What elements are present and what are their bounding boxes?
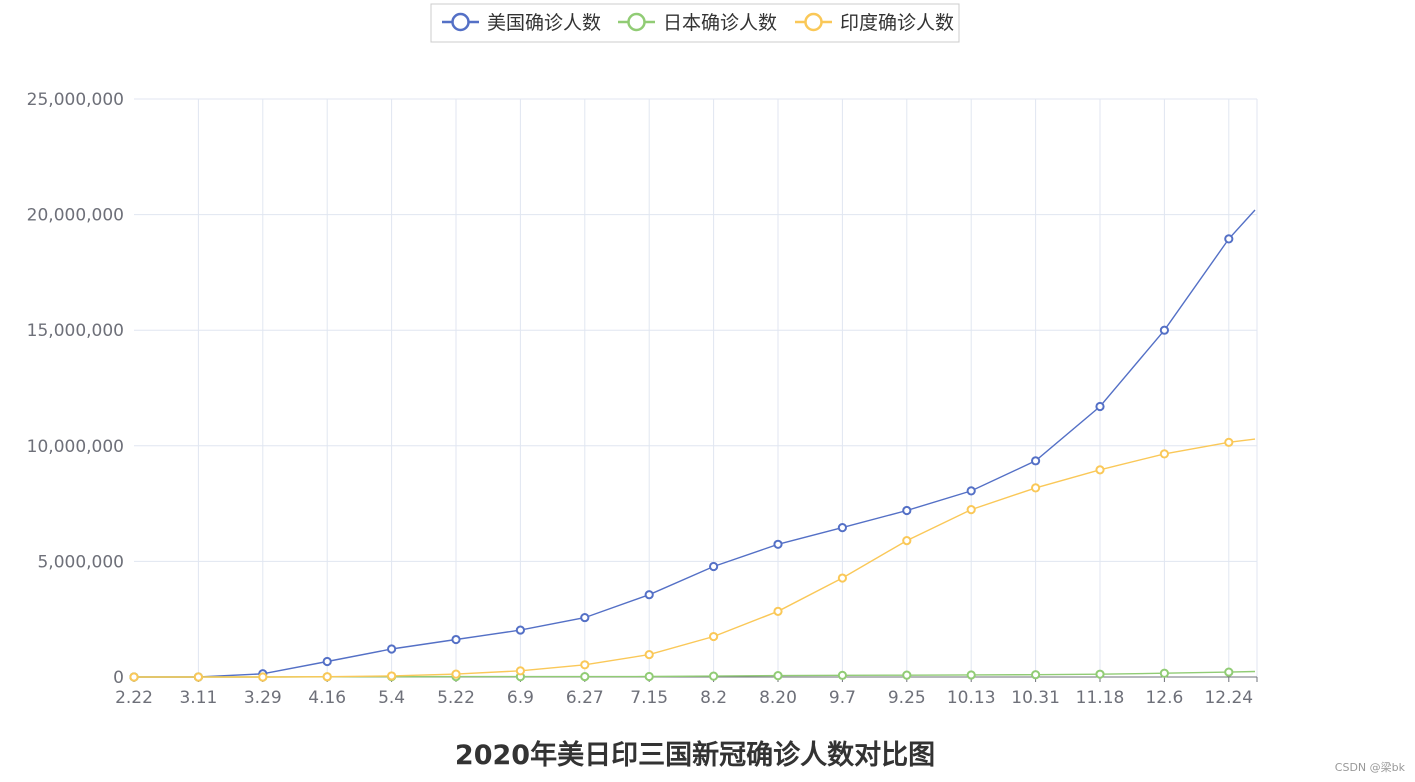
data-point — [966, 486, 976, 496]
data-point — [193, 672, 203, 682]
x-tick-label: 9.7 — [829, 688, 856, 708]
data-point — [580, 612, 590, 623]
x-tick-label: 5.4 — [378, 688, 405, 708]
y-axis-tick-labels: 0 5,000,000 10,000,000 15,000,000 20,000,000… — [27, 90, 124, 688]
data-point — [966, 505, 976, 515]
data-point — [644, 590, 654, 600]
legend-label: 日本确诊人数 — [663, 12, 777, 34]
legend-item[interactable]: 印度确诊人数 — [795, 12, 954, 34]
x-tick-label: 7.15 — [630, 688, 668, 708]
y-tick-label: 5,000,000 — [37, 552, 124, 572]
legend-marker-icon — [451, 12, 470, 32]
data-point — [1031, 483, 1041, 493]
data-point — [773, 671, 783, 681]
data-point — [1095, 669, 1105, 679]
x-tick-label: 12.24 — [1204, 688, 1253, 708]
x-tick-label: 12.6 — [1145, 688, 1183, 708]
x-tick-label: 10.31 — [1011, 688, 1060, 708]
data-point — [902, 535, 912, 546]
data-point — [709, 631, 719, 642]
x-tick-label: 5.22 — [437, 688, 475, 708]
data-point — [1095, 401, 1105, 412]
legend-item[interactable]: 日本确诊人数 — [618, 12, 777, 34]
y-tick-label: 20,000,000 — [27, 206, 124, 226]
data-point — [1159, 449, 1170, 459]
data-point — [837, 523, 848, 533]
y-tick-label: 10,000,000 — [27, 437, 124, 457]
x-tick-label: 10.13 — [947, 688, 996, 708]
data-point — [1159, 325, 1170, 335]
y-tick-label: 15,000,000 — [27, 321, 124, 341]
series-layer — [129, 209, 1256, 682]
legend-marker-icon — [627, 12, 646, 32]
series-line — [134, 209, 1256, 678]
legend[interactable]: 美国确诊人数 日本确诊人数 印度确诊人数 — [430, 3, 960, 43]
x-tick-label: 6.27 — [566, 688, 604, 708]
data-point — [644, 671, 654, 682]
x-tick-label: 8.2 — [700, 688, 727, 708]
data-point — [902, 505, 912, 516]
x-tick-label: 11.18 — [1076, 688, 1125, 708]
data-point — [773, 606, 783, 616]
x-tick-label: 2.22 — [115, 688, 153, 708]
watermark-text: CSDN @梁bk — [1335, 760, 1406, 774]
legend-marker-icon — [804, 12, 823, 32]
data-point — [258, 672, 268, 682]
data-point — [322, 672, 332, 682]
data-point — [1031, 670, 1041, 680]
legend-label: 印度确诊人数 — [840, 12, 954, 34]
data-point — [644, 649, 654, 660]
data-point — [1031, 456, 1041, 466]
data-point — [515, 625, 526, 635]
data-point — [837, 670, 848, 680]
legend-box — [430, 3, 960, 43]
x-tick-label: 3.29 — [244, 688, 282, 708]
series-line — [134, 438, 1256, 678]
data-point — [129, 672, 139, 682]
legend-item[interactable]: 美国确诊人数 — [442, 12, 601, 34]
x-tick-label: 6.9 — [507, 688, 534, 708]
data-point — [451, 669, 461, 679]
data-point — [1224, 667, 1234, 677]
data-point — [1224, 234, 1234, 244]
data-point — [387, 644, 397, 654]
chart-title: 2020年美日印三国新冠确诊人数对比图 — [455, 739, 935, 771]
y-tick-label: 0 — [113, 668, 124, 688]
legend-label: 美国确诊人数 — [487, 12, 601, 34]
data-point — [580, 671, 590, 682]
x-axis-tick-labels: 2.22 3.11 3.29 4.16 5.4 5.22 6.9 6.27 7.15 8.2 8.2… — [115, 688, 1253, 708]
data-point — [1095, 465, 1105, 475]
data-point — [966, 670, 976, 680]
data-point — [322, 656, 332, 667]
data-point — [580, 660, 590, 670]
y-tick-label: 25,000,000 — [27, 90, 124, 110]
data-point — [387, 671, 397, 681]
data-point — [515, 666, 526, 676]
x-tick-label: 8.20 — [759, 688, 797, 708]
data-point — [837, 573, 848, 583]
x-tick-label: 4.16 — [308, 688, 346, 708]
grid-lines — [134, 98, 1258, 677]
data-point — [1224, 437, 1234, 447]
x-tick-label: 3.11 — [179, 688, 217, 708]
axes — [133, 676, 1258, 682]
data-point — [773, 539, 783, 549]
x-tick-label: 9.25 — [888, 688, 926, 708]
data-point — [709, 671, 719, 681]
data-point — [902, 670, 912, 680]
data-point — [1159, 668, 1170, 678]
data-point — [451, 634, 461, 645]
data-point — [709, 561, 719, 572]
